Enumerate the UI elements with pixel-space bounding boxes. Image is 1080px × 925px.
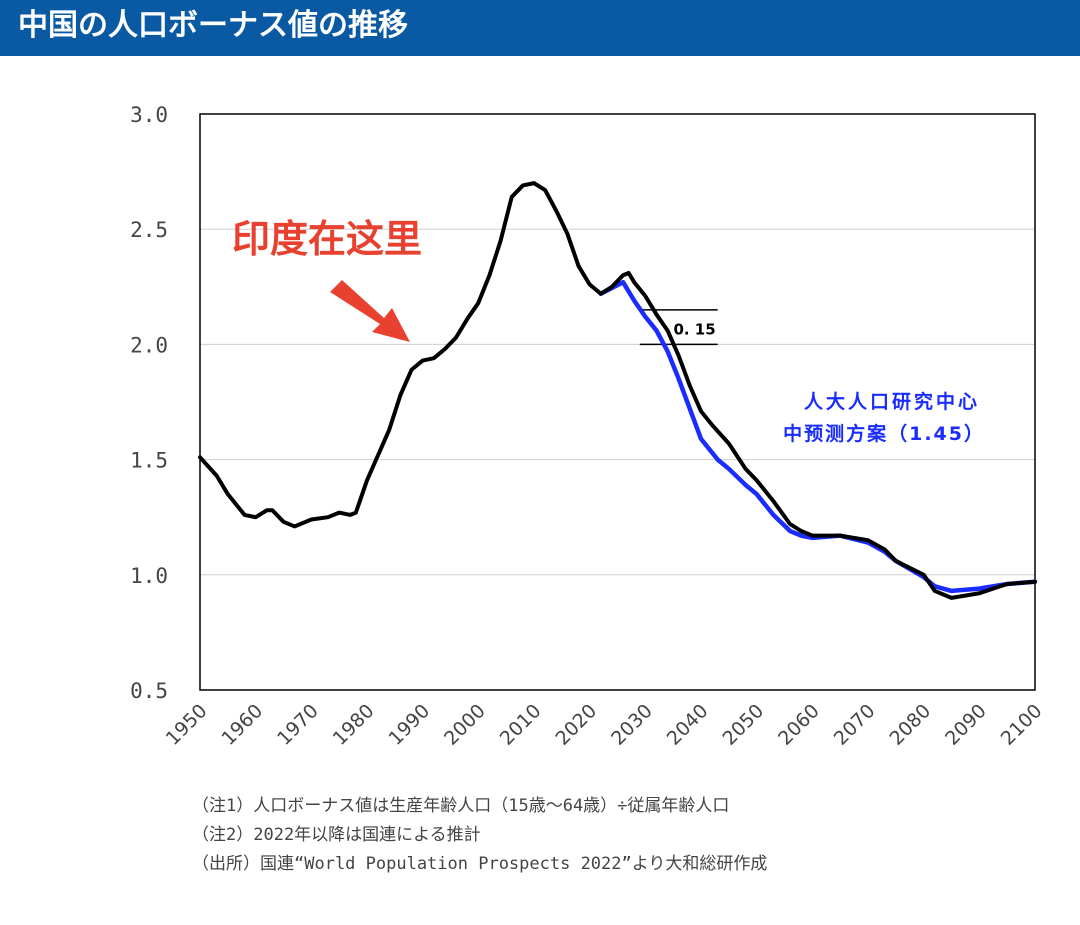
- x-tick-label: 2020: [551, 700, 601, 750]
- x-tick-label: 1970: [273, 700, 323, 750]
- x-tick-label: 2060: [774, 700, 824, 750]
- note-source: （出所）国連“World Population Prospects 2022”よ…: [192, 854, 768, 874]
- x-tick-label: 2000: [440, 700, 490, 750]
- y-tick-label: 2.0: [130, 333, 168, 357]
- x-tick-label: 1960: [217, 700, 267, 750]
- x-tick-label: 1950: [162, 700, 212, 750]
- renmin-label-line1: 人大人口研究中心: [804, 390, 980, 413]
- y-tick-label: 1.0: [130, 564, 168, 588]
- x-tick-label: 2010: [496, 700, 546, 750]
- chart-notes: （注1）人口ボーナス値は生産年齢人口（15歳～64歳）÷従属年齢人口 （注2）2…: [192, 792, 767, 879]
- x-tick-label: 2070: [830, 700, 880, 750]
- note-1: （注1）人口ボーナス値は生産年齢人口（15歳～64歳）÷従属年齢人口: [192, 796, 730, 816]
- x-tick-label: 1980: [329, 700, 379, 750]
- page-title: 中国の人口ボーナス値の推移: [0, 0, 1080, 56]
- plot-frame: [199, 113, 1036, 691]
- note-2: （注2）2022年以降は国連による推計: [192, 825, 481, 845]
- x-tick-label: 1990: [384, 700, 434, 750]
- renmin-label-line2: 中预测方案（1.45）: [783, 422, 985, 445]
- x-tick-label: 2090: [941, 700, 991, 750]
- x-tick-label: 2080: [885, 700, 935, 750]
- y-tick-label: 3.0: [130, 103, 168, 127]
- series-line-un: [198, 181, 1037, 600]
- y-tick-label: 1.5: [130, 449, 168, 473]
- x-tick-label: 2040: [663, 700, 713, 750]
- arrow-icon: [330, 280, 410, 342]
- india-annotation: 印度在这里: [232, 217, 422, 261]
- x-tick-label: 2030: [607, 700, 657, 750]
- y-tick-label: 0.5: [130, 679, 168, 703]
- x-tick-label: 2100: [997, 700, 1047, 750]
- gap-label: 0. 15: [673, 320, 715, 338]
- y-tick-label: 2.5: [130, 218, 168, 242]
- x-tick-label: 2050: [718, 700, 768, 750]
